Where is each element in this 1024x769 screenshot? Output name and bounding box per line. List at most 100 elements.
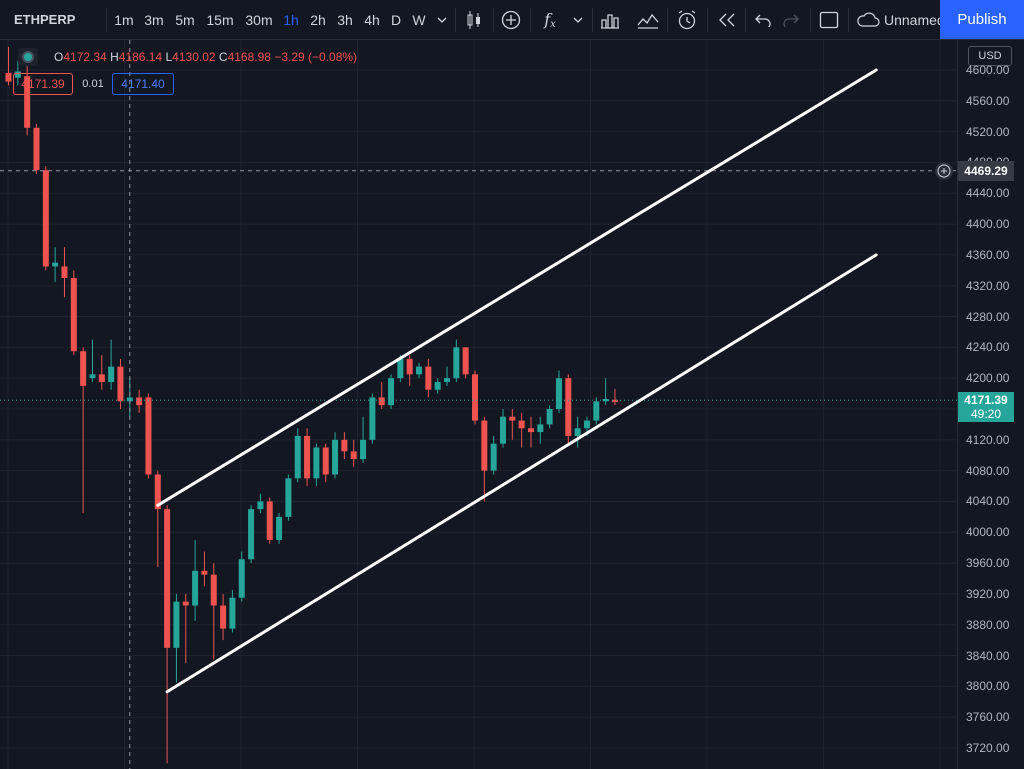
timeframe-2h[interactable]: 2h	[310, 11, 326, 28]
timeframe-4h[interactable]: 4h	[364, 11, 380, 28]
toolbar-divider	[455, 8, 456, 32]
candle-body-down	[33, 127, 40, 171]
price-tick-label: 3720.00	[966, 741, 1010, 755]
candle-body-down	[220, 605, 227, 629]
undo-icon[interactable]	[750, 0, 776, 39]
timeframe-dropdown-chevron-down-icon[interactable]	[432, 0, 452, 39]
price-tick-label: 4120.00	[966, 432, 1010, 447]
close-key: C	[218, 50, 228, 64]
price-tick-label: 4280.00	[966, 309, 1010, 324]
candle-body-down	[80, 351, 87, 386]
candle-body-up	[294, 435, 301, 479]
add-alert-plus-icon[interactable]	[935, 162, 953, 180]
toolbar-divider	[745, 8, 746, 32]
crosshair-price-label: 4469.29	[958, 161, 1014, 181]
change-value: −3.29 (−0.08%)	[274, 50, 358, 64]
candle-body-up	[434, 382, 441, 390]
price-tick-label: 4560.00	[966, 93, 1010, 108]
add-indicator-icon[interactable]	[497, 0, 525, 39]
timeframe-30m[interactable]: 30m	[245, 11, 273, 28]
buy-price-button[interactable]: 4171.40	[112, 73, 174, 95]
data-status-indicator[interactable]	[18, 48, 38, 66]
price-tick-label: 3800.00	[966, 679, 1010, 694]
candle-body-up	[574, 428, 581, 436]
indicators-dropdown-chevron-down-icon[interactable]	[568, 0, 588, 39]
cloud-icon	[856, 12, 880, 28]
price-tick-label: 4240.00	[966, 340, 1010, 355]
timeframe-15m[interactable]: 15m	[206, 11, 234, 28]
candle-body-up	[360, 439, 367, 460]
price-axis[interactable]	[957, 40, 1024, 769]
high-value: 4186.14	[118, 50, 163, 64]
candle-body-up	[583, 420, 590, 429]
price-tick-label: 4520.00	[966, 124, 1010, 139]
candle-body-up	[14, 71, 21, 78]
candle-body-up	[444, 378, 451, 383]
timeframe-5m[interactable]: 5m	[175, 11, 195, 28]
close-value: 4168.98	[227, 50, 271, 64]
price-tick-label: 3960.00	[966, 556, 1010, 571]
price-chart[interactable]	[0, 40, 957, 769]
candle-body-down	[322, 447, 329, 475]
timeframe-1m[interactable]: 1m	[114, 11, 134, 28]
candle-body-down	[201, 570, 208, 575]
open-value: 4172.34	[63, 50, 107, 64]
publish-button[interactable]: Publish	[940, 0, 1024, 39]
timeframe-3h[interactable]: 3h	[337, 11, 353, 28]
candle-body-down	[145, 397, 152, 475]
candle-body-up	[238, 559, 245, 598]
bar-chart-icon[interactable]	[596, 0, 624, 39]
candle-body-down	[565, 378, 572, 436]
chart-overlays	[0, 40, 957, 769]
symbol-search-button[interactable]: ETHPERP	[14, 12, 76, 27]
price-tick-label: 3840.00	[966, 648, 1010, 663]
candle-body-down	[462, 347, 469, 375]
toolbar-divider	[106, 8, 107, 32]
ohlc-legend: O4172.34 H4186.14 L4130.02 C4168.98 −3.2…	[54, 50, 357, 64]
low-value: 4130.02	[172, 50, 216, 64]
timeframe-d[interactable]: D	[390, 11, 402, 28]
layout-name-button[interactable]: Unnamed	[852, 0, 940, 39]
last-price-value: 4171.39	[964, 393, 1008, 407]
candle-body-down	[481, 420, 488, 471]
templates-icon[interactable]	[634, 0, 662, 39]
candle-body-up	[248, 509, 255, 560]
timeframe-w[interactable]: W	[412, 11, 426, 28]
candle-body-up	[229, 597, 236, 629]
candle-body-up	[397, 358, 404, 379]
candle-body-down	[350, 451, 357, 460]
candle-body-down	[98, 374, 105, 383]
high-key: H	[110, 50, 119, 64]
candle-body-down	[341, 439, 348, 452]
timeframe-1h[interactable]: 1h	[283, 11, 299, 28]
replay-icon[interactable]	[712, 0, 742, 39]
candle-body-up	[276, 516, 283, 540]
timeframe-3m[interactable]: 3m	[144, 11, 164, 28]
candlestick-icon[interactable]	[459, 0, 489, 39]
candle-body-down	[70, 278, 77, 352]
price-tick-label: 4200.00	[966, 371, 1010, 386]
candle-body-down	[117, 366, 124, 402]
candle-body-down	[509, 416, 516, 421]
candle-body-down	[425, 366, 432, 390]
candle-body-up	[499, 416, 506, 444]
layout-name: Unnamed	[884, 11, 940, 28]
currency-button[interactable]: USD	[968, 46, 1012, 66]
open-key: O	[54, 50, 64, 64]
redo-icon[interactable]	[778, 0, 804, 39]
price-tick-label: 4600.00	[966, 63, 1010, 77]
layout-icon[interactable]	[815, 0, 843, 39]
sell-price-button[interactable]: 4171.39	[13, 73, 73, 95]
candle-body-down	[518, 420, 525, 429]
toolbar-divider	[530, 8, 531, 32]
bar-countdown: 49:20	[970, 407, 1002, 421]
candle-body-down	[24, 76, 31, 128]
alert-icon[interactable]	[672, 0, 702, 39]
toolbar-divider	[493, 8, 494, 32]
candle-body-down	[154, 474, 161, 510]
candle-body-up	[126, 397, 133, 402]
candle-body-up	[555, 378, 562, 409]
candle-body-up	[285, 478, 292, 517]
candle-body-down	[164, 509, 171, 648]
